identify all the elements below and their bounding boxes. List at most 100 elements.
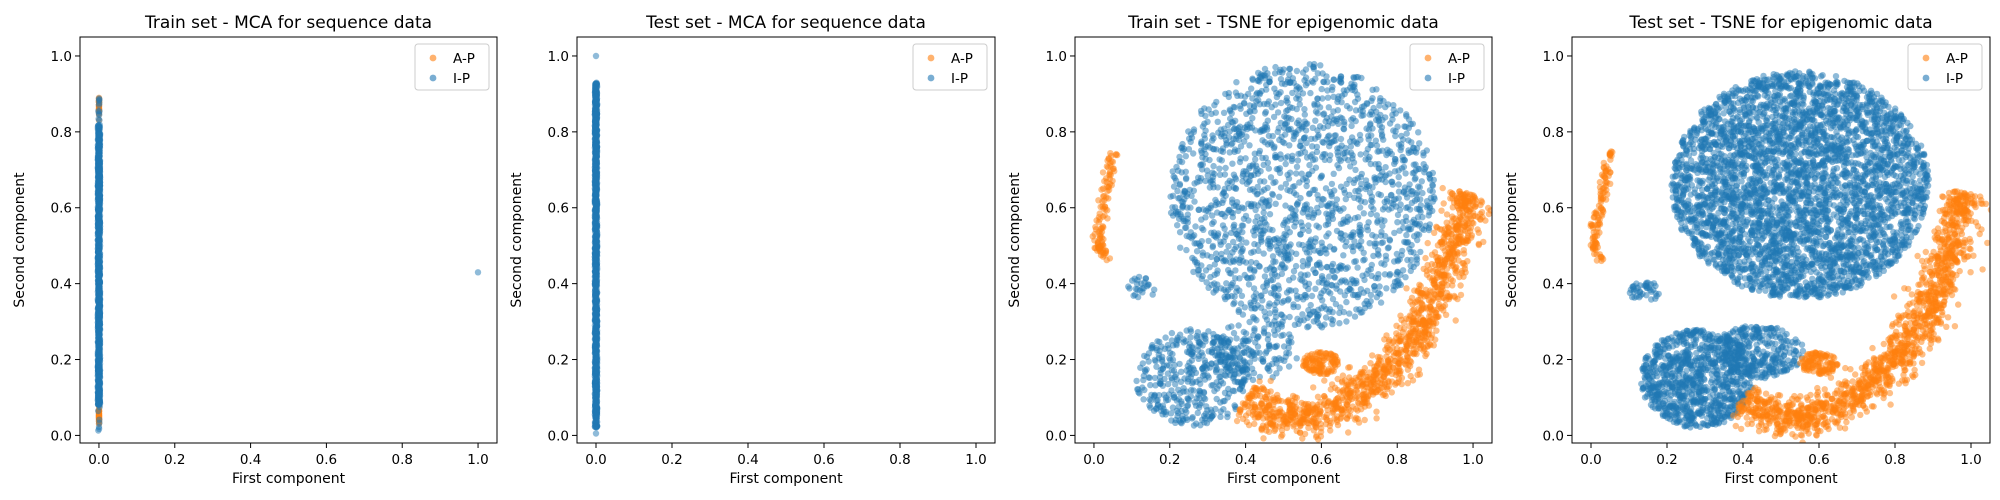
data-point xyxy=(1392,132,1399,140)
data-point xyxy=(1324,87,1331,94)
data-point xyxy=(1222,164,1229,172)
data-point xyxy=(1410,144,1417,151)
data-point xyxy=(593,362,601,370)
data-point xyxy=(1394,219,1401,226)
data-point xyxy=(1225,361,1233,368)
data-point xyxy=(1332,201,1339,209)
data-point xyxy=(1217,413,1224,420)
data-point xyxy=(94,182,102,189)
data-point xyxy=(1258,292,1265,299)
data-point xyxy=(1294,157,1302,164)
data-point xyxy=(1275,292,1282,299)
data-point xyxy=(1336,75,1344,83)
data-point xyxy=(1226,177,1233,184)
data-point xyxy=(591,344,599,351)
data-point xyxy=(1294,303,1302,311)
data-point xyxy=(1354,264,1361,271)
data-point xyxy=(1369,352,1376,359)
data-point xyxy=(1188,370,1196,378)
data-point xyxy=(96,167,103,174)
data-point xyxy=(1287,287,1295,294)
data-point xyxy=(1245,217,1252,224)
data-point xyxy=(1235,308,1242,315)
data-point xyxy=(1387,192,1395,199)
data-point xyxy=(1237,92,1245,99)
data-point xyxy=(1251,268,1258,275)
legend-label: I-P xyxy=(453,71,470,87)
data-point xyxy=(1325,217,1332,225)
data-point xyxy=(1233,199,1241,206)
data-point xyxy=(1345,429,1352,436)
data-point xyxy=(1220,109,1228,117)
data-point xyxy=(1253,91,1260,98)
data-point xyxy=(1174,334,1181,341)
data-point xyxy=(1297,276,1304,283)
data-point xyxy=(95,141,103,148)
data-point xyxy=(1213,395,1220,403)
data-point xyxy=(1210,162,1217,170)
data-point xyxy=(1310,63,1317,71)
data-point xyxy=(1168,374,1175,381)
data-point xyxy=(593,368,601,375)
data-point xyxy=(1328,113,1335,120)
data-point xyxy=(1265,235,1273,242)
data-point xyxy=(1134,286,1141,293)
data-point xyxy=(1151,374,1159,382)
data-point xyxy=(1282,121,1289,128)
chart-title: Test set - MCA for sequence data xyxy=(645,13,926,33)
data-point xyxy=(1351,81,1358,88)
data-point xyxy=(1297,271,1305,278)
data-point xyxy=(1247,299,1254,306)
data-point xyxy=(1433,327,1440,334)
data-point xyxy=(1231,146,1239,153)
data-point xyxy=(1340,252,1347,259)
y-tick-label: 1.0 xyxy=(51,49,72,65)
data-point xyxy=(1332,300,1340,308)
data-point xyxy=(1202,359,1209,367)
data-point xyxy=(591,161,599,168)
data-point xyxy=(1293,163,1301,170)
data-point xyxy=(1282,216,1290,223)
data-point xyxy=(1217,408,1225,415)
data-point xyxy=(1207,204,1214,212)
data-point xyxy=(1246,102,1253,109)
x-tick-label: 0.2 xyxy=(164,452,185,468)
data-point xyxy=(1347,143,1355,150)
data-point xyxy=(1402,274,1409,281)
data-point xyxy=(1392,128,1399,135)
data-point xyxy=(592,377,599,384)
data-point xyxy=(1218,250,1225,258)
data-point xyxy=(1331,187,1338,194)
data-point xyxy=(1426,187,1434,194)
data-point xyxy=(1234,364,1242,371)
data-point xyxy=(1293,105,1300,113)
data-point xyxy=(1183,388,1190,395)
data-point xyxy=(592,99,599,106)
data-point xyxy=(95,265,103,272)
data-point xyxy=(96,288,103,295)
data-point xyxy=(592,123,600,130)
data-point xyxy=(1386,120,1394,127)
data-point xyxy=(1250,314,1257,321)
data-point xyxy=(1418,178,1426,185)
data-point xyxy=(1235,207,1242,215)
data-point xyxy=(1278,133,1285,141)
data-point xyxy=(1363,223,1371,230)
data-point xyxy=(1417,196,1424,203)
data-point xyxy=(1409,120,1417,128)
data-point xyxy=(1415,183,1422,190)
data-point xyxy=(1407,262,1414,269)
data-point xyxy=(1265,342,1273,349)
data-point xyxy=(1347,138,1354,145)
data-point xyxy=(1302,82,1310,89)
data-point xyxy=(591,219,599,226)
data-point xyxy=(1230,238,1237,246)
data-point xyxy=(1263,86,1270,93)
data-point xyxy=(1243,274,1251,281)
data-point xyxy=(1238,222,1246,229)
data-point xyxy=(1354,214,1362,221)
data-point xyxy=(1357,151,1364,158)
data-point xyxy=(1156,379,1163,387)
data-point xyxy=(1415,129,1422,136)
